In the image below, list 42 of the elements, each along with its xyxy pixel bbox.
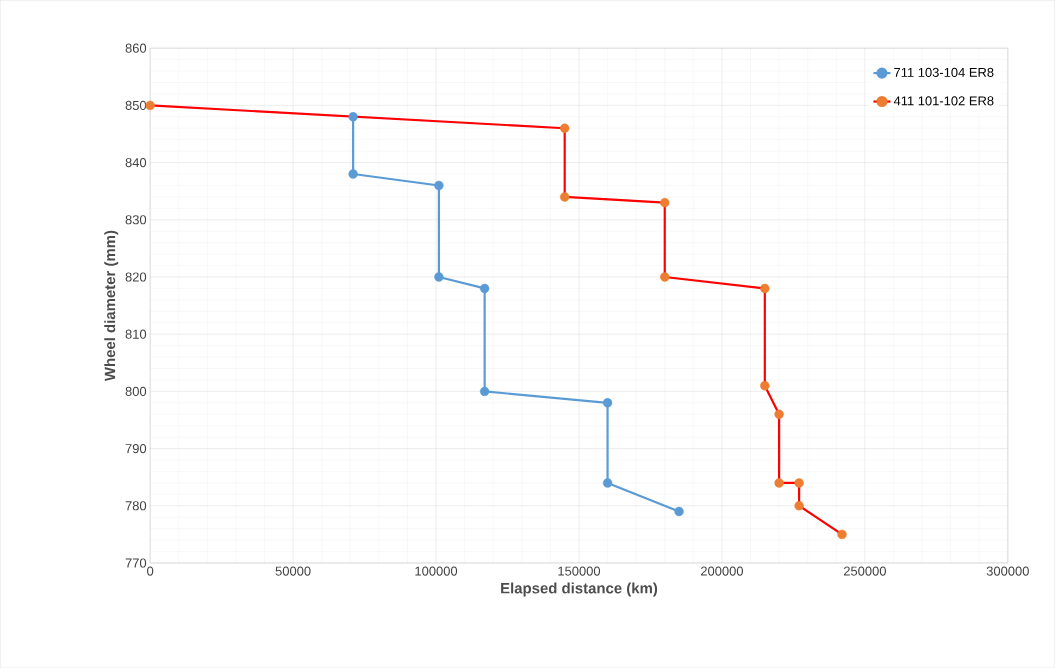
point (760, 283, 770, 294)
y-tick-label: 810 (125, 329, 147, 339)
x-tick-label: 200000 (700, 566, 744, 576)
point (794, 478, 804, 488)
point (660, 272, 670, 282)
y-tick-label: 840 (125, 157, 147, 168)
point (434, 272, 444, 282)
y-tick-label: 780 (125, 501, 147, 511)
point (560, 192, 570, 202)
point (774, 409, 784, 419)
y-axis-title: Wheel diameter (mm) (104, 230, 119, 382)
point (434, 180, 444, 191)
x-tick-label: 0 (147, 566, 154, 576)
point (602, 478, 613, 488)
x-tick-label: 250000 (843, 566, 886, 576)
x-tick-label: 150000 (558, 566, 601, 576)
point (674, 506, 684, 517)
y-tick-label: 850 (125, 100, 147, 110)
point (560, 123, 570, 133)
y-tick-label: 790 (125, 443, 147, 454)
y-tick-label: 770 (125, 558, 147, 568)
point (774, 478, 784, 488)
legend-label: 711 103-104 ER8 (894, 67, 994, 77)
point (760, 380, 770, 391)
point (479, 386, 490, 396)
point (660, 197, 670, 208)
x-tick-label: 100000 (415, 566, 458, 576)
y-tick-label: 800 (125, 386, 147, 396)
point (602, 398, 613, 408)
y-tick-label: 860 (125, 43, 147, 53)
point (348, 169, 358, 179)
x-tick-label: 50000 (275, 566, 311, 576)
x-axis-title: Elapsed distance (km) (501, 582, 658, 597)
point (794, 501, 804, 511)
point (479, 283, 490, 294)
legend-label: 411 101-102 ER8 (893, 96, 994, 106)
y-tick-label: 830 (125, 215, 147, 225)
point (145, 100, 155, 111)
point (348, 112, 358, 122)
point (837, 529, 847, 539)
x-tick-label: 300000 (986, 566, 1029, 576)
y-tick-label: 820 (125, 272, 147, 282)
